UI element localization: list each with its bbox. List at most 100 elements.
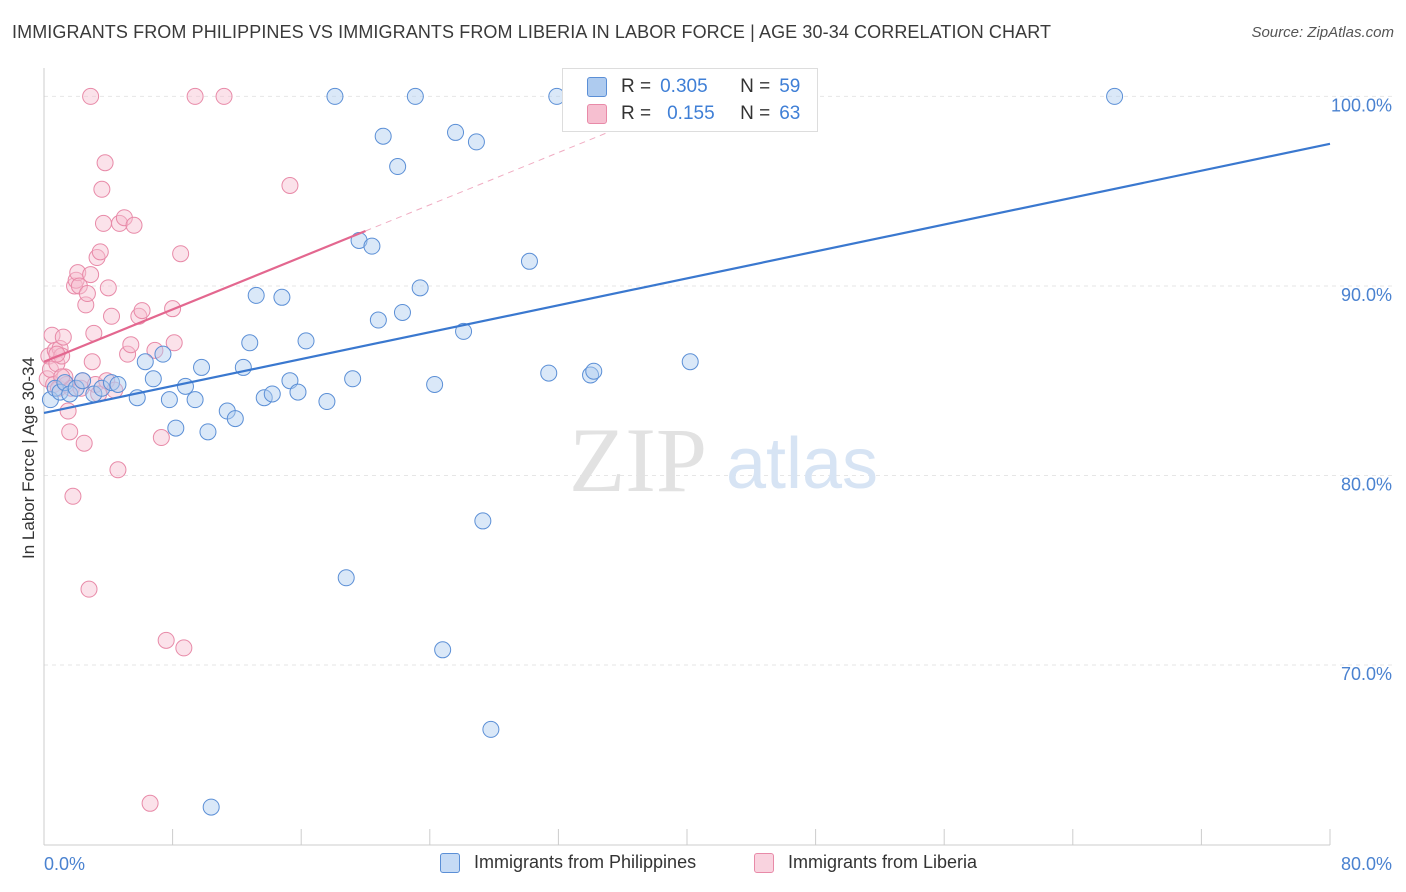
philippines-point xyxy=(406,87,424,105)
philippines-point xyxy=(160,391,178,409)
legend-n-value: 59 xyxy=(779,76,801,97)
philippines-point xyxy=(585,362,603,380)
liberia-point xyxy=(175,639,193,657)
philippines-point xyxy=(1106,87,1124,105)
liberia-point xyxy=(59,402,77,420)
liberia-point xyxy=(157,631,175,649)
series-legend-philippines: Immigrants from Philippines xyxy=(440,852,696,873)
philippines-point xyxy=(186,391,204,409)
philippines-trend-line xyxy=(43,142,1331,414)
liberia-points xyxy=(38,87,299,812)
legend-swatch-blue xyxy=(587,77,607,97)
philippines-point xyxy=(199,423,217,441)
liberia-point xyxy=(133,302,151,320)
philippines-point xyxy=(247,286,265,304)
x-tick-label: 0.0% xyxy=(44,854,85,874)
series-legend: Immigrants from Philippines Immigrants f… xyxy=(0,852,1406,876)
liberia-point xyxy=(64,487,82,505)
y-tick-label: 80.0% xyxy=(1341,474,1392,494)
philippines-point xyxy=(176,377,194,395)
liberia-point xyxy=(96,154,114,172)
liberia-point xyxy=(99,279,117,297)
legend-n-label: N = xyxy=(740,76,771,97)
philippines-point xyxy=(297,332,315,350)
philippines-point xyxy=(74,372,92,390)
series-legend-liberia: Immigrants from Liberia xyxy=(754,852,977,873)
philippines-points xyxy=(41,87,1124,816)
philippines-point xyxy=(56,374,74,392)
philippines-point xyxy=(426,375,444,393)
liberia-point xyxy=(215,87,233,105)
liberia-point xyxy=(83,353,101,371)
liberia-point xyxy=(186,87,204,105)
y-tick-label: 100.0% xyxy=(1331,95,1392,115)
liberia-point xyxy=(80,580,98,598)
series-label-liberia: Immigrants from Liberia xyxy=(788,852,978,872)
series-swatch-pink xyxy=(754,852,774,873)
philippines-point xyxy=(337,569,355,587)
liberia-point xyxy=(82,266,100,284)
liberia-point xyxy=(119,345,137,363)
philippines-point xyxy=(103,374,121,392)
philippines-point xyxy=(681,353,699,371)
chart-title: IMMIGRANTS FROM PHILIPPINES VS IMMIGRANT… xyxy=(12,22,1052,42)
philippines-point xyxy=(393,303,411,321)
x-tick-label: 80.0% xyxy=(1341,854,1392,874)
liberia-point xyxy=(54,328,72,346)
legend-swatch-pink xyxy=(587,104,607,124)
legend-r-value: 0.305 xyxy=(660,76,708,97)
liberia-point xyxy=(75,434,93,452)
philippines-point xyxy=(455,322,473,340)
philippines-point xyxy=(61,385,79,403)
legend-n-value: 63 xyxy=(779,103,801,124)
philippines-point xyxy=(93,379,111,397)
philippines-point xyxy=(154,345,172,363)
legend-r-label: R = xyxy=(621,103,652,124)
liberia-trend-line xyxy=(43,229,366,363)
philippines-point xyxy=(193,358,211,376)
series-label-philippines: Immigrants from Philippines xyxy=(474,852,697,872)
liberia-point xyxy=(146,341,164,359)
liberia-point xyxy=(91,243,109,261)
philippines-point xyxy=(202,798,220,816)
philippines-point xyxy=(411,279,429,297)
philippines-point xyxy=(144,370,162,388)
series-swatch-blue xyxy=(440,852,460,873)
philippines-point xyxy=(447,123,465,141)
liberia-point xyxy=(109,461,127,479)
philippines-point xyxy=(226,410,244,428)
liberia-point xyxy=(94,214,112,232)
y-tick-label: 90.0% xyxy=(1341,285,1392,305)
philippines-point xyxy=(482,720,500,738)
grid xyxy=(44,95,1392,666)
liberia-point xyxy=(82,87,100,105)
liberia-point xyxy=(141,794,159,812)
liberia-point xyxy=(61,423,79,441)
philippines-point xyxy=(374,127,392,145)
philippines-point xyxy=(326,87,344,105)
philippines-point xyxy=(520,252,538,270)
philippines-point xyxy=(344,370,362,388)
correlation-legend: R = 0.305 N = 59 R = 0.155 N = 63 xyxy=(562,68,818,132)
axes xyxy=(43,68,1331,846)
liberia-point xyxy=(103,307,121,325)
philippines-point xyxy=(318,393,336,411)
liberia-point xyxy=(88,249,106,267)
source-label: Source: ZipAtlas.com xyxy=(1251,24,1394,41)
watermark-zip: ZIP xyxy=(569,409,707,511)
tick-labels: 70.0% 80.0% 90.0% 100.0% 0.0% 80.0% xyxy=(44,95,1392,874)
liberia-point xyxy=(152,429,170,447)
philippines-point xyxy=(434,641,452,659)
philippines-point xyxy=(136,353,154,371)
liberia-point xyxy=(122,336,140,354)
liberia-point xyxy=(78,285,96,303)
liberia-point xyxy=(165,334,183,352)
liberia-point xyxy=(125,216,143,234)
philippines-point xyxy=(474,512,492,530)
philippines-point xyxy=(255,389,273,407)
philippines-point xyxy=(273,288,291,306)
philippines-point xyxy=(369,311,387,329)
philippines-point xyxy=(389,158,407,176)
liberia-point xyxy=(111,214,129,232)
